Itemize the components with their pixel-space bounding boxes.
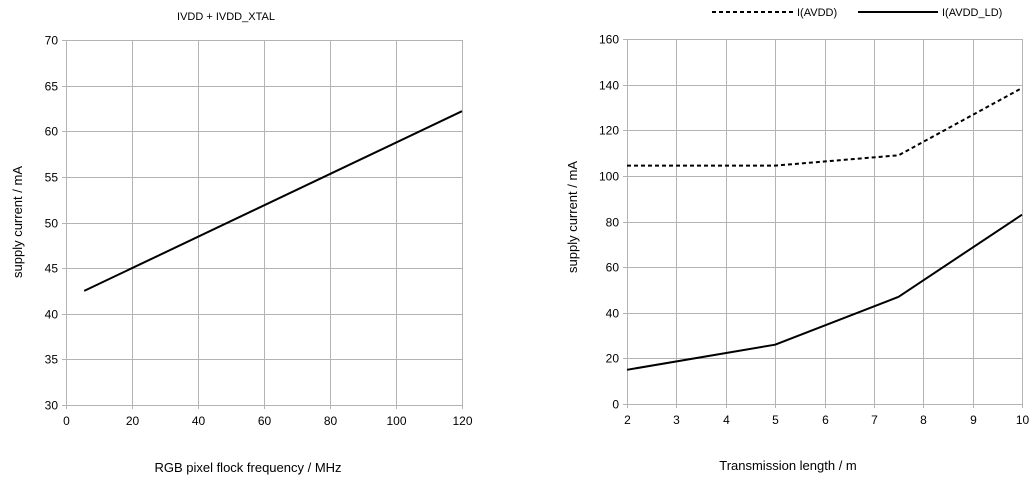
chart-left-xtick-label-3: 60 bbox=[258, 414, 272, 428]
chart-left-xtick-label-4: 80 bbox=[324, 414, 338, 428]
chart-left-xtick-label-1: 20 bbox=[126, 414, 140, 428]
legend-label-i-avdd: I(AVDD) bbox=[797, 7, 837, 19]
chart-left-ytick-label-5: 55 bbox=[45, 171, 59, 185]
chart-left-series-0 bbox=[83, 110, 463, 292]
chart-right-ytick-label-6: 120 bbox=[599, 124, 619, 138]
chart-right-ticks: 0 20 40 60 80 100 120 140 160 2 3 4 5 6 7 8 9 10 bbox=[599, 33, 1030, 428]
chart-left-title: IVDD + IVDD_XTAL bbox=[177, 11, 275, 23]
chart-right-x-axis-title: Transmission length / m bbox=[719, 458, 857, 473]
chart-right-xtick-label-7: 9 bbox=[970, 413, 977, 427]
legend-label-i-avdd-ld: I(AVDD_LD) bbox=[942, 7, 1002, 19]
chart-right-xtick-label-2: 4 bbox=[723, 413, 730, 427]
chart-right-ytick-label-8: 160 bbox=[599, 33, 619, 47]
chart-right-ytick-label-3: 60 bbox=[606, 261, 620, 275]
chart-left-ytick-label-4: 50 bbox=[45, 217, 59, 231]
chart-left-ytick-label-3: 45 bbox=[45, 262, 59, 276]
chart-right-xtick-label-4: 6 bbox=[822, 413, 829, 427]
chart-left-x-axis-title: RGB pixel flock frequency / MHz bbox=[154, 460, 341, 475]
chart-right-ytick-label-0: 0 bbox=[612, 398, 619, 412]
chart-left-ytick-label-0: 30 bbox=[45, 399, 59, 413]
chart-right-series-i-avdd bbox=[627, 87, 1023, 167]
chart-right-series bbox=[626, 87, 1023, 371]
chart-right-axes bbox=[627, 39, 1022, 405]
chart-right-xtick-label-6: 8 bbox=[920, 413, 927, 427]
chart-left-ytick-label-8: 70 bbox=[45, 34, 59, 48]
chart-left-xtick-label-6: 120 bbox=[452, 414, 472, 428]
chart-left-ytick-label-7: 65 bbox=[45, 80, 59, 94]
chart-right-grid bbox=[627, 39, 1023, 405]
chart-left-series bbox=[83, 110, 463, 292]
chart-left-ticks: 30 35 40 45 50 55 60 65 70 0 20 40 60 80 100 120 bbox=[45, 34, 473, 429]
chart-right-xtick-label-5: 7 bbox=[871, 413, 878, 427]
chart-left-grid bbox=[66, 40, 463, 406]
chart-right-ytick-label-1: 20 bbox=[606, 352, 620, 366]
chart-right-ytick-label-5: 100 bbox=[599, 170, 619, 184]
chart-right-ytick-label-2: 40 bbox=[606, 307, 620, 321]
chart-right-xtick-label-0: 2 bbox=[624, 413, 631, 427]
chart-right-series-i-avdd-ld bbox=[626, 213, 1023, 371]
chart-left-ytick-label-6: 60 bbox=[45, 125, 59, 139]
chart-right-y-axis-title: supply current / mA bbox=[565, 161, 580, 273]
chart-left-xtick-label-2: 40 bbox=[192, 414, 206, 428]
chart-supply-vs-length: 0 20 40 60 80 100 120 140 160 2 3 4 5 6 7 8 9 10 I(AVDD) … bbox=[565, 7, 1029, 473]
chart-right-xtick-label-1: 3 bbox=[673, 413, 680, 427]
chart-right-ytick-label-4: 80 bbox=[606, 216, 620, 230]
chart-right-ytick-label-7: 140 bbox=[599, 79, 619, 93]
chart-left-xtick-label-5: 100 bbox=[386, 414, 406, 428]
chart-left-ytick-label-1: 35 bbox=[45, 353, 59, 367]
chart-right-legend: I(AVDD) I(AVDD_LD) bbox=[712, 7, 1002, 19]
chart-right-xtick-label-8: 10 bbox=[1016, 413, 1030, 427]
chart-left-y-axis-title: supply current / mA bbox=[10, 166, 25, 278]
chart-supply-vs-frequency: 30 35 40 45 50 55 60 65 70 0 20 40 60 80 100 120 IVDD +… bbox=[10, 11, 473, 475]
chart-left-ytick-label-2: 40 bbox=[45, 308, 59, 322]
chart-left-xtick-label-0: 0 bbox=[63, 414, 70, 428]
chart-right-xtick-label-3: 5 bbox=[772, 413, 779, 427]
